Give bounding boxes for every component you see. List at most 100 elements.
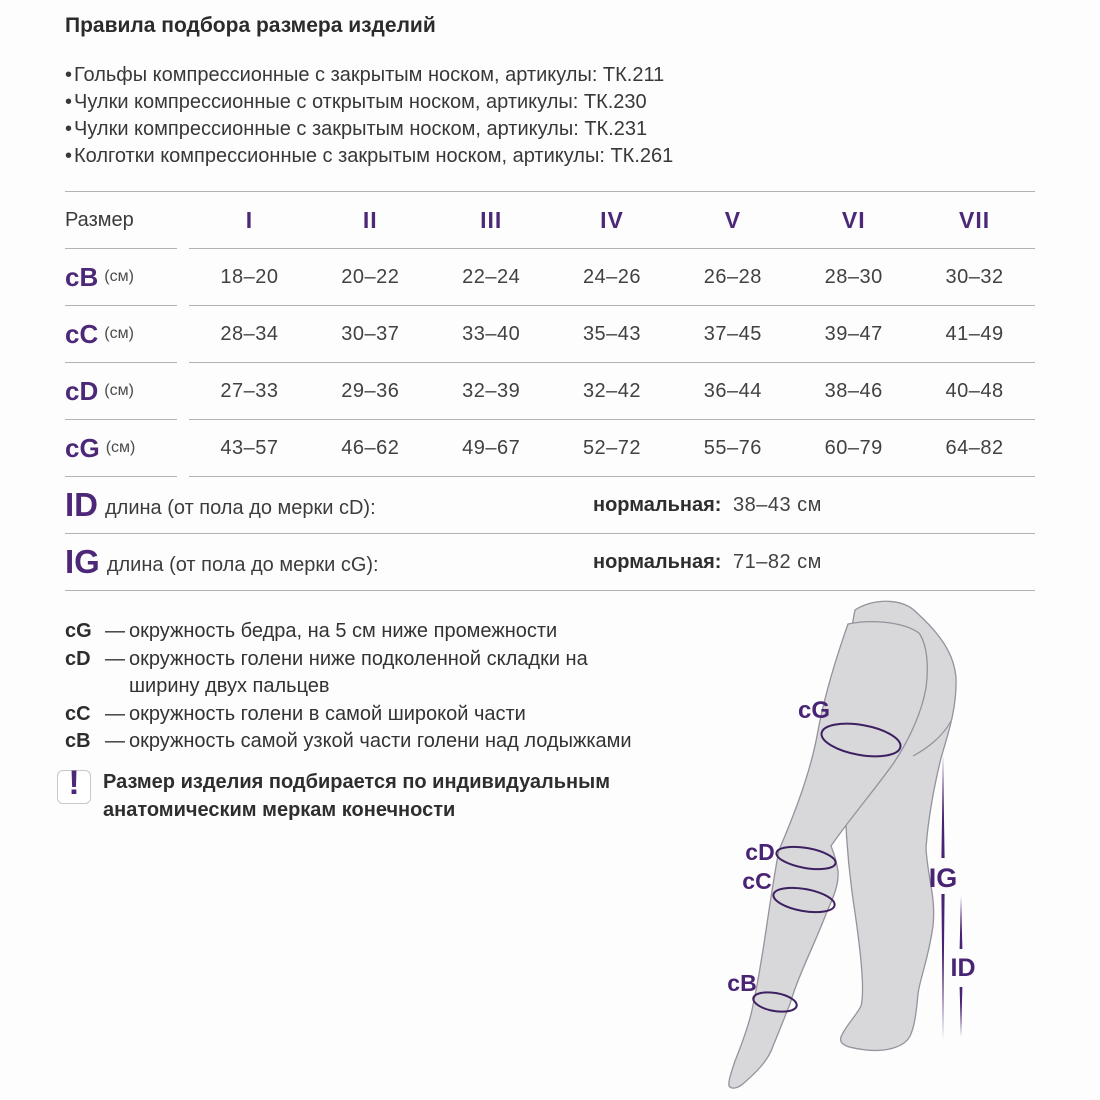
length-label: IG — [65, 543, 100, 580]
table-header-row: Размер I II III IV V VI VII — [65, 192, 1035, 249]
row-unit: (см) — [104, 382, 134, 399]
row-unit: (см) — [104, 268, 134, 285]
table-cell: 64–82 — [945, 436, 1004, 459]
size-column-header: II — [362, 206, 378, 233]
diagram-label-cD: cD — [745, 839, 774, 865]
length-type-label: нормальная: — [593, 493, 722, 516]
length-desc: длина (от пола до мерки cD): — [105, 496, 376, 519]
legend-label: cB — [65, 730, 91, 752]
product-item-text: Чулки компрессионные с закрытым носком, … — [74, 118, 648, 140]
table-cell: 55–76 — [703, 436, 762, 459]
page-title: Правила подбора размера изделий — [65, 14, 436, 37]
diagram-label-IG: IG — [929, 863, 958, 893]
bullet-icon: • — [65, 64, 73, 86]
row-label: cC — [65, 318, 99, 349]
diagram-label-cC: cC — [742, 868, 771, 894]
table-cell: 52–72 — [582, 436, 642, 459]
diagram-label-cB: cB — [727, 970, 756, 996]
table-cell: 20–22 — [341, 265, 400, 288]
row-label: cB — [65, 261, 99, 292]
table-cell: 39–47 — [824, 322, 883, 345]
cC-ring — [772, 886, 836, 914]
table-cell: 24–26 — [582, 265, 642, 288]
table-cell: 49–67 — [462, 436, 521, 459]
size-column-header: III — [480, 206, 503, 233]
legend-dash: — — [105, 702, 125, 725]
cB-ring — [752, 991, 798, 1013]
size-column-header: I — [245, 206, 254, 233]
table-cell: 30–32 — [945, 265, 1004, 288]
length-desc: длина (от пола до мерки cG): — [106, 553, 379, 576]
product-list: • Гольфы компрессионные с закрытым носком… — [65, 62, 1035, 170]
note-text: Размер изделия подбирается по индивидуал… — [103, 770, 611, 821]
table-cell: 29–36 — [341, 379, 400, 402]
diagram-label-cG: cG — [798, 697, 830, 724]
legend-item: cC — окружность голени в самой широкой ч… — [65, 701, 765, 729]
table-cell: 22–24 — [462, 265, 521, 288]
row-label: cD — [65, 375, 99, 406]
legend-text: окружность бедра, на 5 см ниже промежнос… — [129, 620, 558, 642]
legend-dash: — — [105, 620, 125, 642]
legend-item: cG — окружность бедра, на 5 см ниже пром… — [65, 618, 765, 646]
ID-measure-line — [959, 896, 963, 1037]
size-table: Размер I II III IV V VI VII cB (см) 18–2 — [65, 191, 1035, 591]
legend-label: cD — [65, 647, 91, 670]
legend-label: cC — [65, 702, 91, 725]
table-cell: 28–30 — [824, 265, 883, 288]
corner-label: Размер — [65, 208, 134, 231]
row-unit: (см) — [104, 325, 134, 342]
leg-measurement-diagram: cG cD cC cB IG ID — [688, 596, 1053, 1100]
legend-dash: — — [105, 730, 125, 752]
length-row-IG: IG длина (от пола до мерки cG): нормальн… — [65, 534, 1035, 591]
product-item-text: Гольфы компрессионные с закрытым носком,… — [74, 64, 665, 86]
product-item: • Колготки компрессионные с закрытым носк… — [65, 143, 1035, 170]
buttock-crease-line — [912, 720, 952, 757]
fitting-note: ! Размер изделия подбирается по индивиду… — [57, 764, 725, 824]
exclamation-icon: ! — [57, 764, 91, 804]
table-cell: 28–34 — [220, 322, 279, 345]
table-cell: 27–33 — [220, 379, 279, 402]
diagram-label-ID: ID — [951, 954, 976, 982]
legend-text: окружность голени ниже подколенной склад… — [129, 647, 588, 698]
table-cell: 38–46 — [824, 379, 883, 402]
legs-illustration: cG cD cC cB IG ID — [727, 600, 976, 1089]
table-row-cG: cG (см) 43–57 46–62 49–67 52–72 55–76 60… — [65, 420, 1035, 477]
IG-measure-line — [941, 754, 945, 1040]
product-item-text: Чулки компрессионные с открытым носком, … — [74, 91, 647, 113]
legend-dash: — — [105, 647, 125, 670]
table-row-cC: cC (см) 28–34 30–37 33–40 35–43 37–45 39… — [65, 306, 1035, 363]
size-column-header: V — [724, 206, 742, 233]
table-cell: 35–43 — [582, 322, 642, 345]
table-cell: 60–79 — [824, 436, 883, 459]
table-cell: 33–40 — [462, 322, 521, 345]
table-cell: 46–62 — [341, 436, 400, 459]
table-cell: 32–39 — [462, 379, 521, 402]
table-cell: 18–20 — [220, 265, 279, 288]
length-value: 38–43 см — [733, 493, 822, 516]
legend-item: cB — окружность самой узкой части голени… — [65, 728, 765, 756]
table-cell: 41–49 — [945, 322, 1004, 345]
product-item-text: Колготки компрессионные с закрытым носко… — [74, 145, 674, 167]
cD-ring — [775, 845, 837, 871]
length-label: ID — [65, 486, 98, 523]
length-row-ID: ID длина (от пола до мерки cD): нормальн… — [65, 477, 1035, 534]
table-cell: 43–57 — [220, 436, 279, 459]
bullet-icon: • — [65, 118, 73, 140]
measurement-legend: cG — окружность бедра, на 5 см ниже пром… — [65, 618, 765, 756]
legend-text: окружность голени в самой широкой части — [129, 702, 526, 725]
row-unit: (см) — [105, 439, 136, 456]
table-cell: 30–37 — [341, 322, 400, 345]
length-value: 71–82 см — [733, 550, 822, 573]
table-row-cD: cD (см) 27–33 29–36 32–39 32–42 36–44 38… — [65, 363, 1035, 420]
size-column-header: IV — [600, 206, 624, 233]
size-column-header: VI — [841, 206, 866, 233]
table-cell: 26–28 — [703, 265, 762, 288]
size-column-header: VII — [959, 206, 991, 233]
table-cell: 32–42 — [582, 379, 642, 402]
table-cell: 37–45 — [703, 322, 762, 345]
product-item: • Чулки компрессионные с открытым носком,… — [65, 89, 1035, 116]
legend-text: окружность самой узкой части голени над … — [129, 730, 632, 752]
bullet-icon: • — [65, 91, 73, 113]
legend-item: cD — окружность голени ниже подколенной … — [65, 646, 765, 701]
